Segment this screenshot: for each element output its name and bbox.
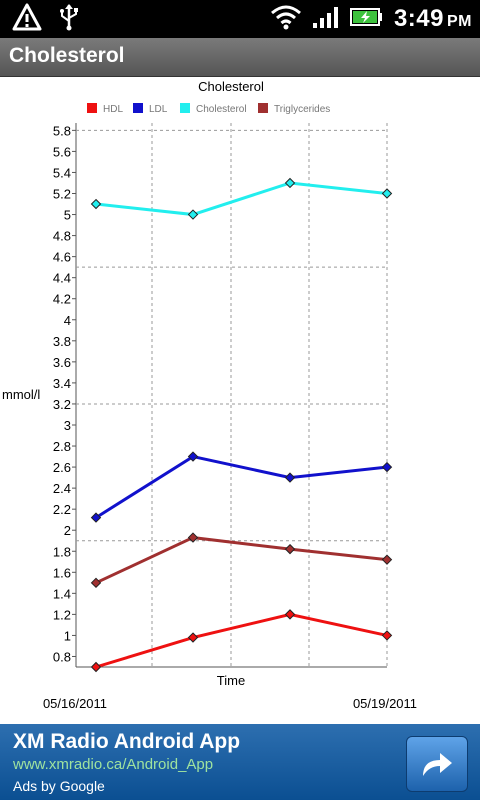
legend-label: Triglycerides [274, 104, 330, 115]
series-ldl [90, 451, 393, 523]
series-triglycerides [90, 532, 393, 589]
warning-icon [12, 3, 42, 36]
y-tick-label: 5.4 [53, 165, 71, 180]
legend-label: HDL [103, 104, 123, 115]
chart-legend: HDL LDL Cholesterol Triglycerides [87, 103, 330, 115]
data-point [90, 198, 102, 210]
y-axis-ticks: 5.8 5.6 5.4 5.2 5 4.8 4.6 4.4 4.2 4 3.8 3.6 3.4 3.2 3 2… [53, 123, 76, 664]
ad-attribution: Ads by Google [13, 778, 105, 794]
ad-url[interactable]: www.xmradio.ca/Android_App [13, 756, 214, 773]
data-point [187, 532, 199, 543]
legend-item: Cholesterol [180, 103, 247, 115]
data-point [381, 554, 393, 565]
y-tick-label: 1.6 [53, 565, 71, 580]
y-tick-label: 2.2 [53, 502, 71, 517]
y-tick-label: 2.6 [53, 460, 71, 475]
legend-item: LDL [133, 103, 168, 115]
series-hdl [90, 609, 393, 673]
y-tick-label: 1.4 [53, 586, 71, 601]
y-tick-label: 2.4 [53, 481, 71, 496]
wifi-icon [270, 4, 302, 35]
y-tick-label: 5.2 [53, 186, 71, 201]
series-line [95, 181, 388, 217]
line-chart: Cholesterol HDL LDL Cholesterol Triglycerid… [2, 79, 417, 711]
y-tick-label: 4 [64, 313, 71, 328]
y-tick-label: 1.2 [53, 607, 71, 622]
data-point [381, 630, 393, 641]
series-cholesterol [90, 177, 393, 220]
y-axis-label: mmol/l [2, 387, 40, 402]
legend-label: LDL [149, 104, 168, 115]
y-tick-label: 4.2 [53, 292, 71, 307]
share-arrow-icon [423, 753, 452, 776]
legend-swatch [258, 103, 268, 113]
y-tick-label: 5.8 [53, 123, 71, 138]
clock: 3:49 PM [394, 5, 472, 33]
data-point [381, 188, 393, 199]
x-tick-label: 05/16/2011 [43, 696, 107, 711]
y-tick-label: 1 [64, 628, 71, 643]
signal-icon [312, 5, 340, 34]
data-point [381, 461, 393, 473]
data-point [187, 209, 199, 220]
y-tick-label: 3 [64, 418, 71, 433]
legend-item: Triglycerides [258, 103, 330, 115]
y-tick-label: 5 [64, 208, 71, 223]
y-tick-label: 0.8 [53, 649, 71, 664]
legend-item: HDL [87, 103, 123, 115]
clock-time: 3:49 [393, 5, 444, 32]
ad-headline[interactable]: XM Radio Android App [13, 730, 241, 753]
data-point [284, 177, 296, 189]
title-bar: Cholesterol [0, 38, 480, 77]
chart-series [90, 177, 393, 673]
battery-charging-icon [349, 6, 384, 33]
chart-area: Cholesterol HDL LDL Cholesterol Triglycerid… [0, 76, 480, 724]
legend-swatch [87, 103, 97, 113]
data-point [284, 609, 296, 620]
y-tick-label: 4.6 [53, 250, 71, 265]
page-title: Cholesterol [9, 44, 125, 67]
data-point [284, 543, 296, 555]
series-line [95, 612, 388, 669]
data-point [187, 632, 199, 643]
y-tick-label: 2.8 [53, 439, 71, 454]
y-tick-label: 5.6 [53, 144, 71, 159]
y-tick-label: 3.6 [53, 355, 71, 370]
usb-icon [58, 3, 80, 36]
legend-swatch [133, 103, 143, 113]
ad-banner[interactable]: XM Radio Android App www.xmradio.ca/Andr… [0, 724, 480, 800]
y-tick-label: 3.8 [53, 334, 71, 349]
data-point [90, 512, 102, 523]
y-tick-label: 2 [64, 523, 71, 538]
x-tick-label: 05/19/2011 [353, 696, 417, 711]
clock-ampm: PM [447, 13, 472, 30]
series-line [95, 454, 388, 519]
series-line [95, 536, 388, 585]
chart-grid [75, 123, 388, 668]
data-point [187, 451, 199, 462]
y-tick-label: 4.4 [53, 271, 71, 286]
legend-label: Cholesterol [196, 104, 247, 115]
y-tick-label: 3.2 [53, 397, 71, 412]
x-axis-ticks: 05/16/2011 05/19/2011 [43, 696, 417, 711]
data-point [90, 577, 102, 589]
ad-action-button[interactable] [406, 736, 468, 792]
legend-swatch [180, 103, 190, 113]
x-axis-label: Time [217, 673, 245, 688]
status-bar: 3:49 PM [0, 0, 480, 38]
y-tick-label: 3.4 [53, 376, 71, 391]
data-point [90, 661, 102, 673]
data-point [284, 472, 296, 483]
y-tick-label: 1.8 [53, 544, 71, 559]
chart-title: Cholesterol [198, 79, 264, 94]
y-tick-label: 4.8 [53, 229, 71, 244]
